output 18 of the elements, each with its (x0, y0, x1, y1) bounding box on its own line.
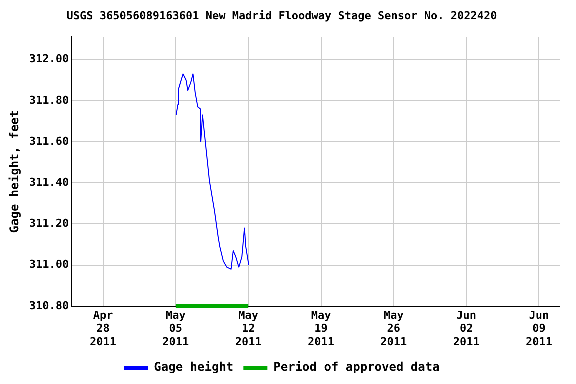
x-tick-label: Apr 28 2011 (90, 308, 117, 348)
chart-title: USGS 365056089163601 New Madrid Floodway Stage Sensor No. 2022420 (66, 9, 498, 22)
y-tick-label: 311.60 (29, 134, 70, 148)
legend-label: Gage height (154, 360, 234, 374)
y-tick-label: 311.40 (29, 176, 70, 189)
y-tick-label: 311.80 (29, 94, 70, 107)
y-tick-label: 311.00 (29, 258, 70, 272)
legend-label: Period of approved data (274, 360, 440, 374)
y-tick-label: 310.80 (29, 299, 70, 312)
x-tick-label: May 05 2011 (162, 308, 190, 348)
x-tick-label: May 26 2011 (380, 308, 408, 348)
x-tick-label: May 12 2011 (235, 308, 262, 348)
x-tick-label: Jun 02 2011 (453, 308, 480, 348)
x-tick-label: May 19 2011 (308, 308, 335, 348)
y-tick-label: 311.20 (29, 217, 70, 230)
x-tick-label: Jun 09 2011 (526, 308, 553, 348)
y-axis-title: Gage height, feet (7, 110, 22, 234)
y-tick-label: 312.00 (29, 52, 70, 66)
